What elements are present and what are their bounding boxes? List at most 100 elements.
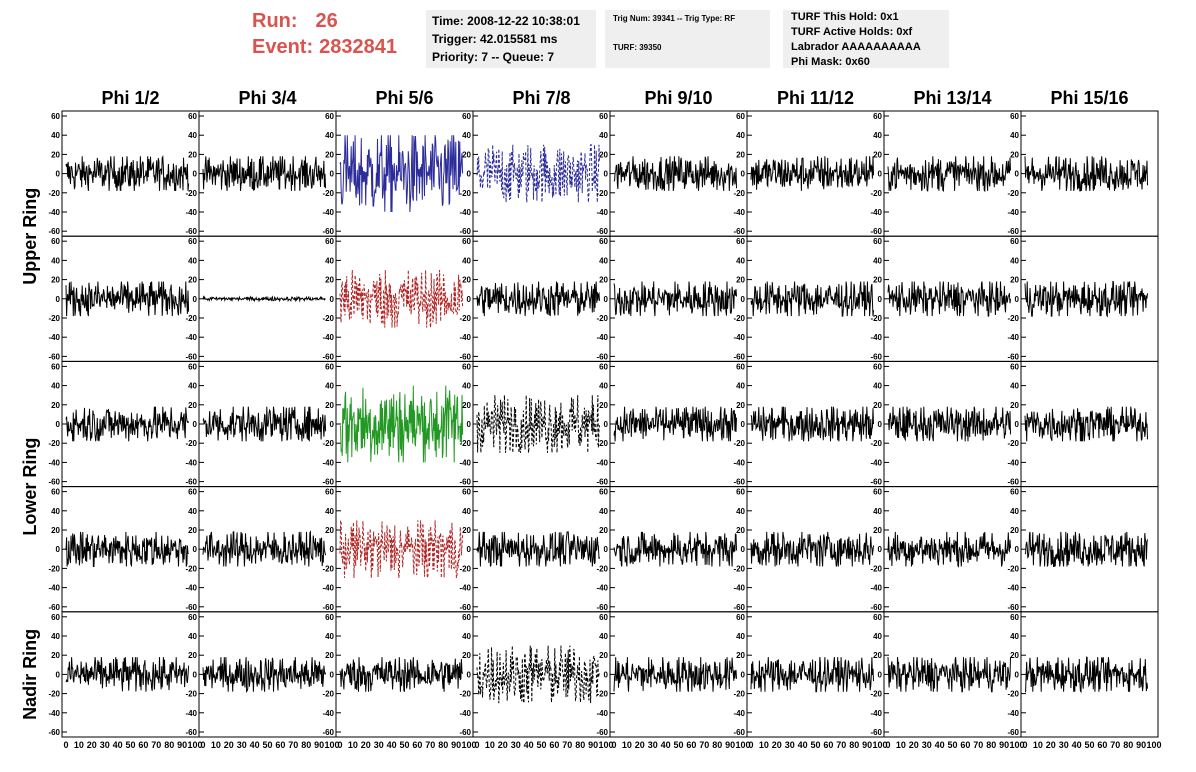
x-tick-label: 100 — [598, 740, 613, 750]
waveform-trace — [202, 530, 327, 567]
y-tick-label: -40 — [1007, 458, 1019, 467]
y-tick-label: 60 — [1010, 237, 1019, 246]
waveform-panel: 60 40 20 0 -20 -40 -60 — [1007, 360, 1159, 488]
y-tick-label: 60 — [599, 237, 608, 246]
y-tick-label: 40 — [51, 632, 60, 641]
y-tick-label: 40 — [599, 507, 608, 516]
y-tick-label: -40 — [596, 709, 608, 718]
y-tick-label: -60 — [870, 728, 882, 737]
y-tick-label: -40 — [185, 584, 197, 593]
y-tick-label: -20 — [870, 314, 882, 323]
y-tick-label: -20 — [870, 189, 882, 198]
y-tick-label: -40 — [322, 458, 334, 467]
x-tick-label: 90 — [999, 740, 1009, 750]
y-tick-label: -60 — [733, 352, 745, 361]
y-tick-label: -60 — [733, 227, 745, 236]
waveform-panel: 60 40 20 0 -20 -40 -60 — [48, 235, 200, 362]
y-tick-label: 60 — [188, 237, 197, 246]
waveform-trace — [65, 155, 190, 192]
y-tick-label: 20 — [325, 276, 334, 285]
y-tick-label: -60 — [596, 352, 608, 361]
waveform-trace — [202, 657, 327, 693]
y-tick-label: 0 — [56, 170, 61, 179]
x-tick-label: 20 — [498, 740, 508, 750]
waveform-trace — [65, 406, 190, 442]
x-tick-label: 30 — [511, 740, 521, 750]
y-tick-label: 60 — [736, 488, 745, 497]
x-tick-label: 50 — [399, 740, 409, 750]
column-label-7: Phi 13/14 — [913, 88, 991, 108]
y-tick-label: 0 — [193, 170, 198, 179]
y-tick-label: -60 — [1007, 352, 1019, 361]
y-tick-label: 0 — [878, 545, 883, 554]
y-tick-label: -40 — [185, 458, 197, 467]
y-tick-label: 0 — [330, 670, 335, 679]
y-tick-label: 40 — [188, 632, 197, 641]
y-tick-label: 40 — [462, 632, 471, 641]
x-tick-label: 30 — [100, 740, 110, 750]
turf-hold-line: TURF This Hold: 0x1 — [791, 11, 899, 23]
x-tick-label: 40 — [250, 740, 260, 750]
waveform-panel: 60 40 20 0 -20 -40 -60 — [733, 611, 885, 738]
y-tick-label: -40 — [48, 208, 60, 217]
x-tick-label: 60 — [275, 740, 285, 750]
x-tick-label: 0 — [1022, 740, 1027, 750]
x-tick-label: 90 — [588, 740, 598, 750]
y-tick-label: 40 — [599, 256, 608, 265]
y-tick-label: 60 — [325, 613, 334, 622]
x-tick-label: 50 — [810, 740, 820, 750]
y-tick-label: 60 — [599, 488, 608, 497]
x-tick-label: 30 — [785, 740, 795, 750]
waveform-trace — [1024, 280, 1148, 318]
y-tick-label: 60 — [1010, 613, 1019, 622]
y-tick-label: -60 — [322, 352, 334, 361]
trigger-line: Trigger: 42.015581 ms — [432, 32, 558, 46]
waveform-panel: 60 40 20 0 -20 -40 -60 — [322, 235, 474, 362]
y-tick-label: 20 — [462, 526, 471, 535]
y-tick-label: 20 — [188, 526, 197, 535]
column-label-1: Phi 1/2 — [101, 88, 159, 108]
y-tick-label: 60 — [599, 112, 608, 121]
waveform-trace — [202, 156, 327, 191]
column-label-5: Phi 9/10 — [644, 88, 712, 108]
waveform-trace — [339, 518, 464, 579]
column-label-2: Phi 3/4 — [238, 88, 296, 108]
y-tick-label: 40 — [188, 507, 197, 516]
waveform-trace — [613, 657, 737, 692]
y-tick-label: 60 — [736, 613, 745, 622]
y-tick-label: -40 — [1007, 584, 1019, 593]
y-tick-label: 0 — [878, 295, 883, 304]
event-value: 2832841 — [319, 36, 397, 58]
y-tick-label: 0 — [56, 295, 61, 304]
waveform-panel: 60 40 20 0 -20 -40 -60 — [322, 110, 474, 237]
x-tick-label: 80 — [849, 740, 859, 750]
y-tick-label: -20 — [185, 564, 197, 573]
y-tick-label: 0 — [741, 295, 746, 304]
y-tick-label: 0 — [604, 170, 609, 179]
waveform-panel: 60 40 20 0 -20 -40 -60 — [596, 360, 748, 488]
y-tick-label: -40 — [185, 333, 197, 342]
y-tick-label: 0 — [878, 670, 883, 679]
run-event-block: Run: 26 Event: 2832841 — [252, 8, 397, 60]
y-tick-label: 20 — [736, 276, 745, 285]
y-tick-label: 60 — [51, 488, 60, 497]
column-label-4: Phi 7/8 — [512, 88, 570, 108]
x-tick-label: 60 — [138, 740, 148, 750]
y-tick-label: 60 — [462, 237, 471, 246]
waveform-panel: 60 40 20 0 -20 -40 -60 — [596, 110, 748, 237]
waveform-trace — [339, 385, 464, 463]
waveform-trace — [887, 656, 1011, 693]
waveform-panel: 60 40 20 0 -20 -40 -60 — [733, 486, 885, 613]
x-tick-label: 100 — [187, 740, 202, 750]
y-tick-label: -40 — [596, 458, 608, 467]
y-tick-label: 0 — [604, 545, 609, 554]
waveform-trace — [65, 657, 190, 692]
waveform-panel: 60 40 20 0 -20 -40 -60 — [870, 110, 1022, 237]
waveform-panel: 60 40 20 0 -20 -40 -60 — [322, 360, 474, 488]
y-tick-label: 60 — [736, 362, 745, 371]
y-tick-label: 60 — [51, 362, 60, 371]
y-tick-label: -60 — [596, 728, 608, 737]
y-tick-label: 40 — [736, 632, 745, 641]
y-tick-label: -40 — [322, 584, 334, 593]
